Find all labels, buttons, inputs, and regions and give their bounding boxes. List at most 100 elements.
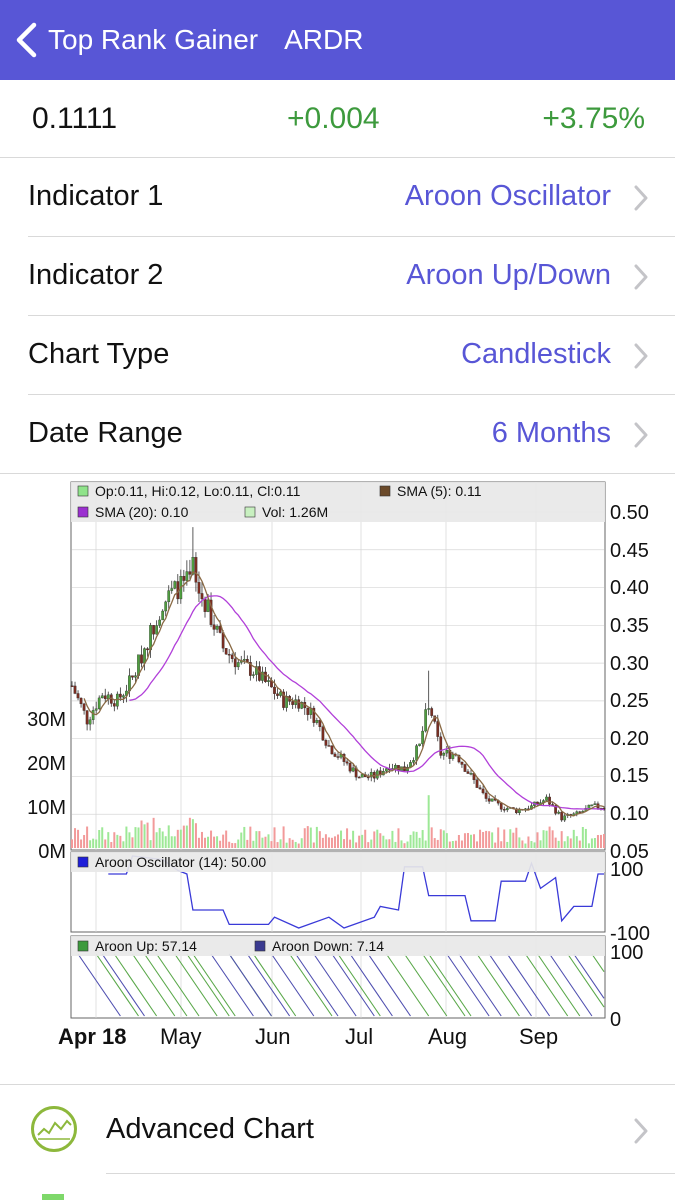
x-tick: Apr 18 [58,1024,126,1049]
candle-body [203,598,207,612]
volume-bar [197,837,200,848]
candle-body [188,571,192,575]
candle-body [590,804,594,806]
candle-body [427,708,431,710]
price-tick: 0.35 [610,615,649,637]
candle-body [478,787,482,790]
candle-body [194,557,198,583]
sma20-legend-swatch [77,506,89,518]
volume-bar [463,833,466,848]
volume-bar [349,839,352,848]
candle-body [333,753,337,757]
volume-bar [340,830,343,848]
volume-bar [225,830,228,848]
volume-bar [276,842,279,848]
stock-chart[interactable]: Op:0.11, Hi:0.12, Lo:0.11, Cl:0.11 SMA (… [0,476,675,1076]
volume-bar [134,827,137,848]
volume-bar [77,829,80,848]
volume-bar [294,841,297,848]
volume-bar [194,823,197,848]
candle-body [164,601,168,612]
candle-body [224,648,228,655]
volume-bar [330,837,333,848]
setting-value: Aroon Up/Down [406,259,611,291]
candle-body [212,624,216,630]
volume-bar [200,831,203,848]
candle-body [505,808,509,811]
setting-value: Aroon Oscillator [404,180,611,212]
back-button[interactable]: Top Rank Gainer [14,22,258,58]
candle-body [119,693,122,698]
price-panel [70,481,606,851]
candle-body [227,654,231,656]
volume-bar [282,826,285,848]
volume-bar [188,817,191,848]
candle-body [200,593,204,600]
candle-body [140,654,143,664]
candle-body [557,811,561,814]
volume-bar [143,824,146,848]
volume-bar [164,836,167,848]
x-tick: May [160,1024,202,1049]
candle-body [415,745,418,761]
volume-bar [258,831,261,848]
advanced-chart-row[interactable]: Advanced Chart [0,1084,675,1174]
sma5-legend-text: SMA (5): 0.11 [397,483,482,499]
setting-date-range[interactable]: Date Range 6 Months [0,395,675,474]
volume-bar [352,830,355,848]
candle-body [300,701,304,709]
candle-body [82,703,86,711]
candle-body [548,796,551,805]
candle-body [587,804,591,809]
candle-body [131,675,134,678]
row-divider [28,315,675,316]
candle-body [209,599,213,625]
candle-body [463,764,467,772]
volume-bar [273,827,276,848]
candle-body [273,686,276,694]
volume-bar [158,827,161,848]
volume-bar [318,831,321,848]
setting-chart-type[interactable]: Chart Type Candlestick [0,316,675,395]
candle-body [321,726,325,741]
volume-bar [482,832,485,848]
price-legend-band [71,482,605,522]
volume-bar [500,841,503,848]
setting-indicator-1[interactable]: Indicator 1 Aroon Oscillator [0,158,675,237]
setting-indicator-2[interactable]: Indicator 2 Aroon Up/Down [0,237,675,316]
candle-body [487,798,491,802]
candle-body [267,680,270,682]
volume-bar [418,837,421,848]
aroon-down-legend-text: Aroon Down: 7.14 [272,938,384,954]
vol-legend-swatch [244,506,256,518]
aroon-up-legend-swatch [77,940,89,952]
setting-value: Candlestick [461,338,611,370]
candle-body [578,811,582,813]
candle-body [206,599,210,612]
aroon-up-line [95,953,605,1017]
candle-body [255,666,258,675]
volume-bar [376,829,379,848]
candle-body [173,581,177,589]
setting-label: Indicator 2 [28,259,164,291]
volume-bar [409,834,412,848]
volume-bar [479,829,482,848]
volume-bar [300,838,303,848]
volume-bar [243,826,246,848]
volume-bar [346,828,349,848]
ohlc-legend-swatch [77,485,89,497]
volume-bar [264,836,267,848]
candle-body [336,756,340,758]
candle-body [158,619,162,626]
volume-bar [113,832,116,848]
candle-body [563,815,567,821]
volume-bar [155,832,158,848]
volume-bar [542,830,545,848]
aroon-down-legend-swatch [254,940,266,952]
volume-bar [98,829,101,848]
volume-bar [219,840,222,848]
volume-bar [149,840,152,848]
volume-bar [400,840,403,848]
candle-body [170,588,174,591]
advanced-chart-label: Advanced Chart [106,1113,314,1145]
